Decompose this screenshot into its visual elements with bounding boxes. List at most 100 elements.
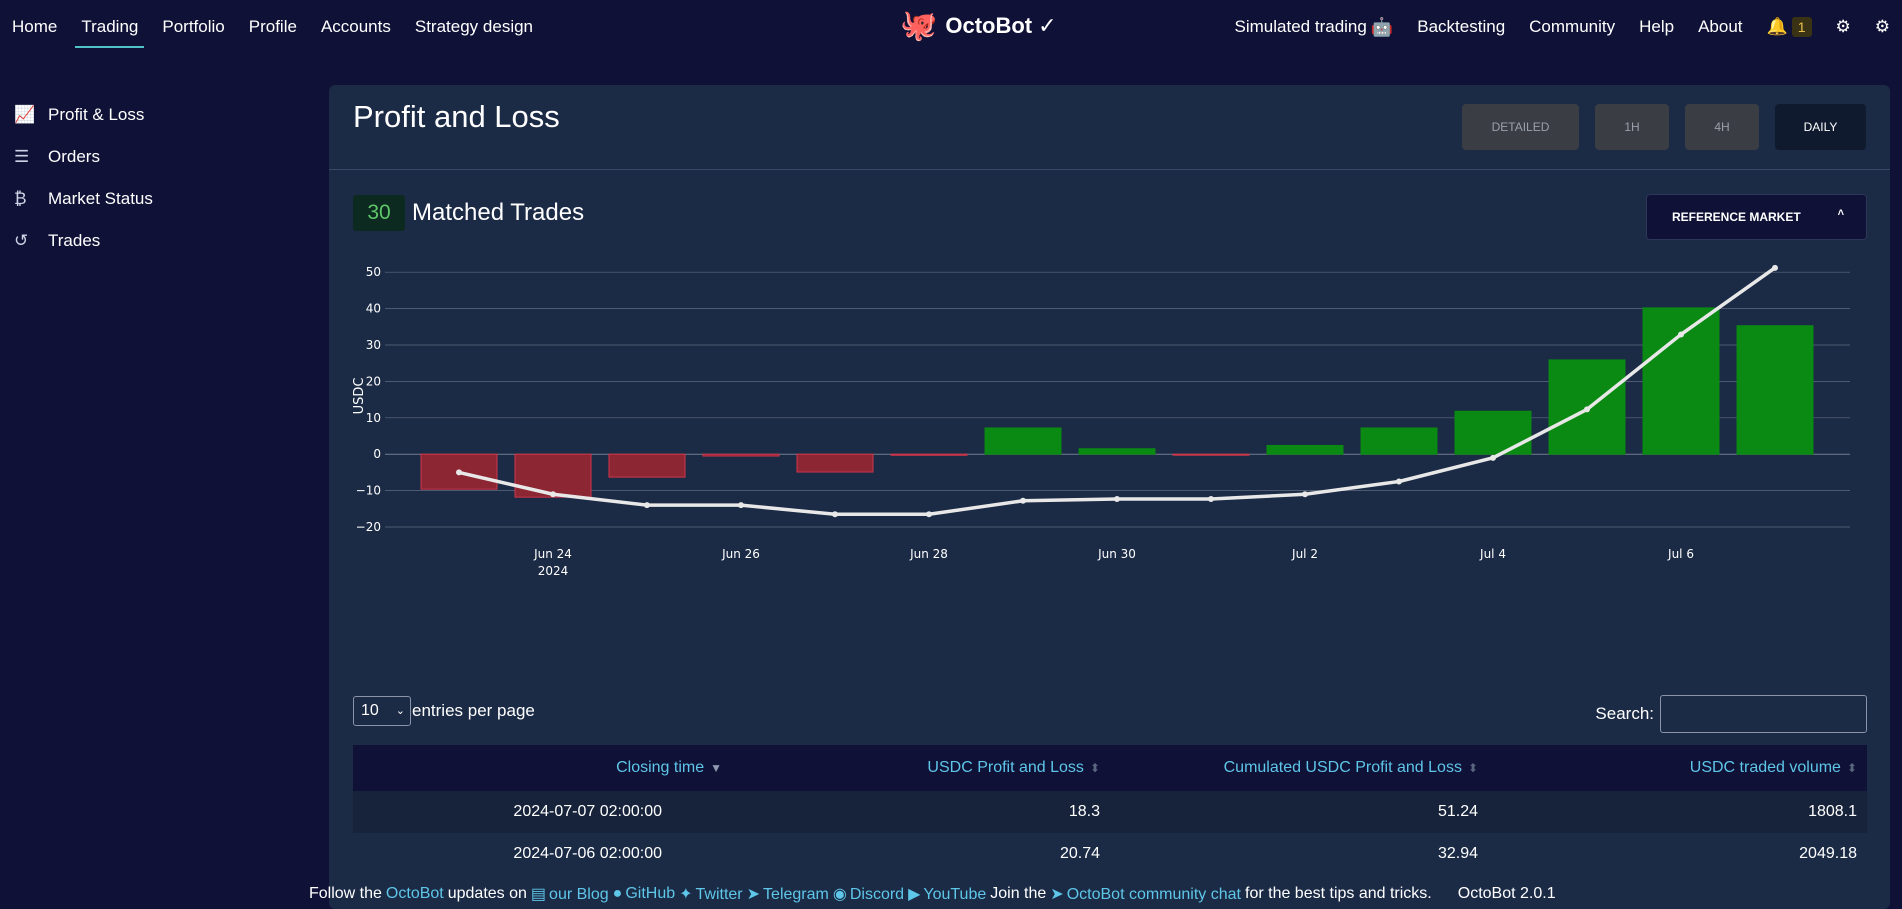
y-tick-label: −10 — [356, 484, 381, 498]
column-header-label: USDC traded volume — [1689, 759, 1841, 776]
github-label: GitHub — [625, 885, 676, 902]
line-point — [926, 511, 932, 518]
nav-about[interactable]: About — [1698, 17, 1743, 36]
brand-logo-link[interactable]: 🐙 OctoBot ✓ — [900, 8, 1057, 43]
community-chat-link[interactable]: ➤ OctoBot community chat — [1050, 884, 1241, 904]
telegram-link[interactable]: ➤ Telegram — [747, 884, 829, 904]
search-input[interactable] — [1660, 695, 1867, 733]
youtube-icon: ▶ — [908, 886, 921, 903]
main-card: Profit and Loss DETAILED 1H 4H DAILY 30 … — [329, 85, 1890, 909]
cell-traded-volume: 2049.18 — [1799, 845, 1857, 862]
gear-icon: ⚙ — [1835, 17, 1851, 36]
advanced-settings-button[interactable]: ⚙ — [1875, 17, 1890, 37]
settings-button[interactable]: ⚙ — [1836, 17, 1851, 37]
x-tick-label: Jul 4 — [1479, 547, 1506, 561]
y-tick-label: −20 — [356, 520, 381, 534]
bar — [796, 453, 874, 473]
history-icon: ↺ — [14, 231, 29, 250]
entries-per-page-select[interactable]: 10 ⌄ — [353, 696, 411, 726]
footer: Follow the OctoBot updates on ▤ our Blog … — [309, 884, 1556, 904]
sidebar-item-trades[interactable]: ↺ Trades — [0, 220, 320, 262]
line-point — [644, 502, 650, 509]
timeframe-1h-button[interactable]: 1H — [1595, 104, 1669, 150]
matched-trades-count: 30 — [353, 195, 405, 231]
nav-profile[interactable]: Profile — [248, 17, 297, 36]
cell-cumulated-profit-loss: 51.24 — [1437, 803, 1478, 820]
sidebar-item-label: Orders — [48, 147, 100, 166]
line-point — [1114, 495, 1120, 502]
nav-portfolio[interactable]: Portfolio — [162, 17, 225, 36]
timeframe-selector: DETAILED 1H 4H DAILY — [1446, 104, 1866, 150]
version-label: OctoBot 2.0.1 — [1457, 885, 1556, 902]
bell-icon: 🔔 — [1766, 17, 1788, 36]
nav-community[interactable]: Community — [1529, 17, 1616, 36]
octobot-link[interactable]: OctoBot — [385, 885, 444, 902]
blog-link[interactable]: ▤ our Blog — [531, 884, 609, 904]
x-tick-label: Jul 2 — [1291, 547, 1318, 561]
nav-backtesting[interactable]: Backtesting — [1417, 17, 1506, 36]
youtube-link[interactable]: ▶ YouTube — [908, 884, 986, 904]
timeframe-4h-button[interactable]: 4H — [1685, 104, 1759, 150]
telegram-icon: ➤ — [1050, 886, 1064, 903]
y-tick-label: 10 — [366, 411, 381, 425]
chart-line-icon: 📈 — [14, 105, 36, 124]
telegram-label: Telegram — [763, 886, 829, 903]
table-row[interactable]: 2024-07-07 02:00:00 18.3 51.24 1808.1 — [353, 791, 1867, 833]
timeframe-detailed-button[interactable]: DETAILED — [1462, 104, 1579, 150]
x-tick-label: Jun 24 — [533, 547, 572, 561]
column-header-cumulated-profit-loss[interactable]: Cumulated USDC Profit and Loss ⬍ — [1100, 745, 1478, 791]
column-header-closing-time[interactable]: Closing time ▼ — [353, 745, 722, 791]
entries-per-page-label: entries per page — [412, 701, 535, 720]
nav-simulated-trading[interactable]: Simulated trading 🤖 — [1235, 17, 1394, 38]
table-row[interactable]: 2024-07-06 02:00:00 20.74 32.94 2049.18 — [353, 833, 1867, 875]
sidebar-item-profit-loss[interactable]: 📈 Profit & Loss — [0, 94, 320, 136]
line-point — [1020, 497, 1026, 504]
column-header-profit-loss[interactable]: USDC Profit and Loss ⬍ — [722, 745, 1100, 791]
timeframe-daily-button[interactable]: DAILY — [1775, 104, 1866, 150]
sidebar-item-label: Profit & Loss — [48, 105, 145, 124]
nav-trading[interactable]: Trading — [75, 0, 145, 54]
brand-name: OctoBot — [945, 12, 1033, 38]
line-point — [1208, 495, 1214, 502]
profit-loss-chart[interactable]: 50 40 30 20 10 0 −10 −20 USDC Jun 24 2024 Jun 26 Jun… — [329, 245, 1890, 635]
cell-profit-loss: 18.3 — [1068, 803, 1100, 820]
page-title: Profit and Loss — [353, 99, 560, 134]
line-point — [1678, 331, 1684, 338]
nav-accounts[interactable]: Accounts — [320, 17, 391, 36]
nav-home[interactable]: Home — [12, 17, 58, 36]
sidebar-item-market-status[interactable]: ₿ Market Status — [0, 178, 320, 220]
nav-help[interactable]: Help — [1639, 17, 1675, 36]
line-point — [456, 469, 462, 476]
nav-strategy-design[interactable]: Strategy design — [414, 17, 534, 36]
sidebar-item-orders[interactable]: ☰ Orders — [0, 136, 320, 178]
footer-text: Follow the — [309, 885, 382, 902]
github-link[interactable]: ● GitHub — [613, 885, 675, 903]
x-tick-label: Jun 30 — [1097, 547, 1136, 561]
bar — [1736, 325, 1814, 455]
list-icon: ☰ — [14, 147, 30, 166]
sort-desc-icon: ▼ — [710, 761, 722, 775]
discord-link[interactable]: ◉ Discord — [833, 884, 904, 904]
notifications-button[interactable]: 🔔 1 — [1767, 17, 1812, 37]
cell-profit-loss: 20.74 — [1059, 845, 1100, 862]
twitter-icon: ✦ — [679, 886, 693, 903]
reference-market-button[interactable]: REFERENCE MARKET ˄ — [1646, 194, 1867, 240]
chevron-down-icon: ⌄ — [395, 705, 405, 717]
sidebar: 📈 Profit & Loss ☰ Orders ₿ Market Status… — [0, 94, 320, 262]
simulated-trading-label: Simulated trading — [1234, 17, 1367, 36]
column-header-traded-volume[interactable]: USDC traded volume ⬍ — [1478, 745, 1867, 791]
footer-text: Join the — [990, 885, 1047, 902]
gears-icon: ⚙ — [1874, 17, 1890, 36]
sort-icon: ⬍ — [1846, 761, 1857, 775]
table-search: Search: — [1595, 695, 1867, 733]
community-chat-label: OctoBot community chat — [1066, 886, 1241, 903]
bar — [1266, 444, 1344, 455]
twitter-link[interactable]: ✦ Twitter — [679, 884, 743, 904]
reference-market-label: REFERENCE MARKET — [1672, 210, 1801, 224]
cell-closing-time: 2024-07-07 02:00:00 — [513, 803, 662, 820]
nav-left: Home Trading Portfolio Profile Accounts … — [12, 0, 557, 54]
table-header: Closing time ▼ USDC Profit and Loss ⬍ Cumu… — [353, 745, 1867, 791]
column-header-label: Cumulated USDC Profit and Loss — [1223, 759, 1462, 776]
discord-label: Discord — [849, 886, 905, 903]
cell-traded-volume: 1808.1 — [1808, 803, 1857, 820]
